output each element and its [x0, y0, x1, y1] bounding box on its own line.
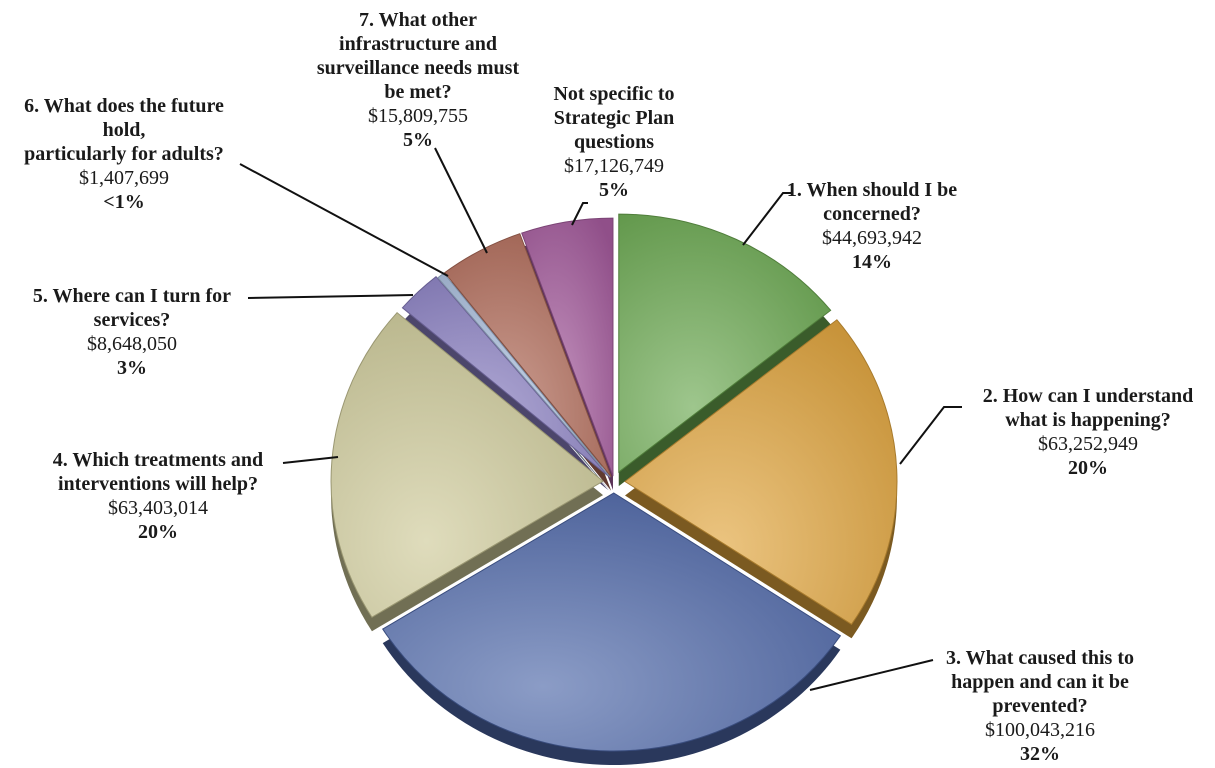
slice-label-title: Strategic Plan	[553, 107, 675, 129]
slice-label-title: interventions will help?	[57, 473, 258, 495]
slice-label: 7. What other infrastructure and surveilla…	[288, 8, 548, 152]
slice-label-percent: <1%	[103, 191, 145, 213]
slice-label-percent: 32%	[1020, 743, 1060, 765]
slice-label-amount: $17,126,749	[564, 155, 664, 177]
leader-line-1	[742, 192, 793, 246]
slice-label-title: what is happening?	[1005, 409, 1171, 431]
slice-7-what-other-infrastructure-and-surveill	[444, 233, 612, 478]
leader-line-4	[282, 456, 339, 464]
slice-label-title: 4. Which treatments and	[52, 449, 264, 471]
slice-label: 3. What caused this to happen and can it …	[915, 646, 1165, 766]
slice-5-where-can-i-turn-for-services	[401, 276, 609, 477]
slice-4-which-treatments-and-interventions-wil	[330, 311, 604, 618]
slice-label-title: services?	[93, 309, 171, 331]
slice-label-title: infrastructure and	[339, 33, 497, 55]
slice-label-amount: $8,648,050	[87, 333, 177, 355]
slice-label: 4. Which treatments and interventions wil…	[8, 448, 308, 544]
slice-label-title: Not specific to	[553, 83, 675, 105]
slice-label-title: 1. When should I be	[786, 179, 958, 201]
slice-label-percent: 20%	[138, 521, 178, 543]
leader-lines	[239, 147, 962, 691]
slice-label-title: hold,	[102, 119, 146, 141]
slice-label-title: 2. How can I understand	[982, 385, 1194, 407]
slice-label-amount: $100,043,216	[985, 719, 1095, 741]
slice-label: 2. How can I understand what is happening…	[963, 384, 1213, 480]
slice-label-percent: 5%	[403, 129, 433, 151]
slice-label-title: questions	[573, 131, 655, 153]
leader-line-6	[239, 163, 449, 277]
slice-label-amount: $1,407,699	[79, 167, 169, 189]
slice-label-amount: $63,252,949	[1038, 433, 1138, 455]
leader-line-7	[434, 147, 488, 254]
leader-line-5	[247, 294, 414, 299]
slice-label-title: concerned?	[823, 203, 921, 225]
slice-label-title: particularly for adults?	[24, 143, 224, 165]
slice-label-title: 3. What caused this to	[946, 647, 1134, 669]
slice-label-amount: $63,403,014	[108, 497, 208, 519]
slice-label-percent: 3%	[117, 357, 147, 379]
slice-label-title: happen and can it be	[951, 671, 1129, 693]
slice-label-title: be met?	[384, 81, 452, 103]
slice-2-how-can-i-understand-what-is-happening	[624, 319, 898, 625]
slice-label-amount: $15,809,755	[368, 105, 468, 127]
slice-1-when-should-i-be-concerned	[618, 213, 832, 474]
slice-label-title: 7. What other	[359, 9, 477, 31]
slice-label-percent: 20%	[1068, 457, 1108, 479]
slice-label-title: prevented?	[992, 695, 1088, 717]
pie-slices	[330, 213, 898, 752]
slice-3-what-caused-this-to-happen-and-can-it-	[382, 492, 842, 752]
slice-label-title: 5. Where can I turn for	[32, 285, 232, 307]
slice-label: 6. What does the future hold, particularly…	[0, 94, 254, 214]
slice-label-percent: 5%	[599, 179, 629, 201]
slice-label-amount: $44,693,942	[822, 227, 922, 249]
slice-not-specific-to-strategic-plan-questions	[521, 217, 614, 477]
slice-label-title: 6. What does the future	[24, 95, 224, 117]
slice-label: 5. Where can I turn for services? $8,648,0…	[2, 284, 262, 380]
slice-label: 1. When should I be concerned? $44,693,942…	[742, 178, 1002, 274]
slice-label-percent: 14%	[852, 251, 892, 273]
slice-label: Not specific to Strategic Plan questions $1…	[514, 82, 714, 202]
slice-label-title: surveillance needs must	[316, 57, 520, 79]
leader-line-8	[571, 202, 588, 226]
leader-line-3	[809, 659, 934, 691]
leader-line-2	[899, 406, 962, 465]
